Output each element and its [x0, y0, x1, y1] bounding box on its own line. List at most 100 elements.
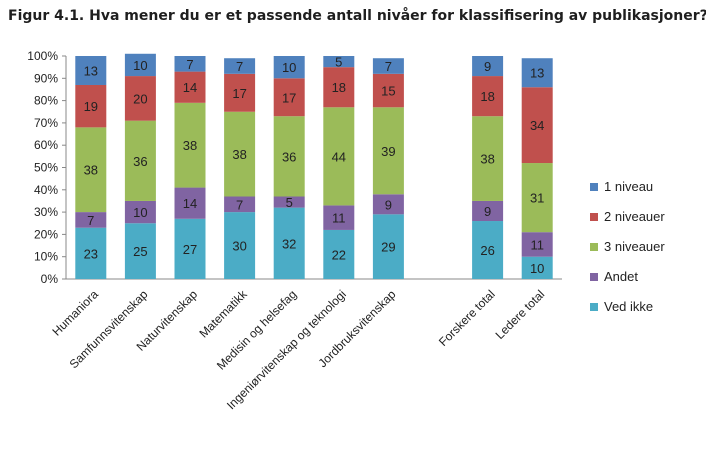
bar-segment [472, 56, 504, 77]
bar-segment [323, 205, 355, 230]
bar-segment [521, 232, 553, 257]
bar-segment [472, 200, 504, 222]
data-label: 34 [530, 118, 544, 133]
bar-segment [273, 78, 305, 117]
bar-segment [124, 120, 156, 201]
data-label: 36 [133, 154, 147, 169]
bar-segment [521, 58, 553, 88]
data-label: 5 [335, 55, 342, 70]
bar-segment [224, 212, 256, 279]
data-label: 26 [480, 243, 494, 258]
data-label: 29 [381, 240, 395, 255]
data-label: 17 [232, 86, 246, 101]
bar-segment [224, 73, 256, 112]
data-label: 22 [332, 247, 346, 262]
x-tick-label: Ledere total [493, 287, 548, 342]
data-label: 32 [282, 236, 296, 251]
bar-segment [372, 107, 404, 195]
bar-segment [372, 214, 404, 279]
y-tick-label: 100% [27, 49, 58, 63]
legend-label: 2 niveauer [604, 209, 665, 224]
y-tick-label: 0% [41, 272, 59, 286]
y-tick-label: 20% [34, 227, 58, 241]
data-label: 9 [484, 204, 491, 219]
bar-segment [174, 56, 206, 72]
legend-swatch [590, 243, 598, 251]
data-label: 13 [84, 63, 98, 78]
bar-segment [273, 56, 305, 79]
data-label: 38 [232, 147, 246, 162]
bar-segment [75, 127, 107, 213]
bar-segment [521, 87, 553, 164]
data-label: 13 [530, 66, 544, 81]
data-label: 10 [530, 261, 544, 276]
data-label: 7 [385, 59, 392, 74]
bar-segment [372, 194, 404, 215]
legend-label: 3 niveauer [604, 239, 665, 254]
legend-swatch [590, 303, 598, 311]
bar-segment [472, 76, 504, 117]
data-label: 7 [186, 57, 193, 72]
y-tick-label: 10% [34, 250, 58, 264]
bar-segment [124, 76, 156, 121]
bar-segment [124, 53, 156, 77]
data-label: 23 [84, 246, 98, 261]
bar-segment [273, 196, 305, 208]
data-label: 10 [133, 205, 147, 220]
bar-segment [174, 218, 206, 279]
x-tick-label: Matematikk [196, 287, 250, 341]
y-tick-label: 50% [34, 161, 58, 175]
bar-segment [124, 200, 156, 224]
y-tick-label: 60% [34, 138, 58, 152]
bar-segment [323, 107, 355, 206]
bar-segment [273, 116, 305, 197]
x-tick-label: Humaniora [50, 287, 102, 339]
legend-label: Andet [604, 269, 638, 284]
legend: 1 niveau 2 niveauer 3 niveauer Andet Ved ikk… [590, 179, 665, 314]
legend-swatch [590, 183, 598, 191]
data-label: 9 [385, 197, 392, 212]
bar-segment [372, 73, 404, 108]
y-tick-label: 70% [34, 116, 58, 130]
bar-segment [124, 223, 156, 279]
data-label: 7 [236, 197, 243, 212]
x-tick-label: Forskere total [436, 287, 498, 349]
bar-segment [224, 58, 256, 74]
data-label: 11 [530, 237, 544, 252]
legend-label: Ved ikke [604, 299, 653, 314]
data-label: 30 [232, 239, 246, 254]
bar-segment [472, 221, 504, 279]
bar-segment [224, 196, 256, 213]
bar-segment [521, 163, 553, 233]
data-label: 25 [133, 244, 147, 259]
data-label: 10 [282, 60, 296, 75]
data-label: 17 [282, 90, 296, 105]
chart-title: Figur 4.1. Hva mener du er et passende a… [8, 8, 706, 24]
data-label: 19 [84, 99, 98, 114]
y-tick-label: 80% [34, 94, 58, 108]
data-label: 38 [183, 138, 197, 153]
bar-segment [323, 56, 355, 68]
y-axis: 0% 10% 20% 30% 40% 50% 60% 70% 80% 90% 100% [27, 49, 562, 286]
bar-segment [174, 102, 206, 188]
data-label: 10 [133, 58, 147, 73]
bar-segment [174, 187, 206, 219]
data-label: 38 [84, 163, 98, 178]
bar-segment [75, 56, 107, 85]
bar-segment [323, 67, 355, 108]
bar-segment [174, 71, 206, 103]
legend-swatch [590, 273, 598, 281]
data-label: 44 [332, 149, 346, 164]
data-label: 18 [332, 80, 346, 95]
data-label: 9 [484, 59, 491, 74]
data-label: 14 [183, 80, 197, 95]
bar-segment [273, 207, 305, 279]
bar-segment [323, 229, 355, 279]
y-tick-label: 90% [34, 71, 58, 85]
y-tick-label: 40% [34, 183, 58, 197]
data-label: 15 [381, 84, 395, 99]
legend-swatch [590, 213, 598, 221]
bar-segment [472, 116, 504, 201]
data-label: 5 [286, 195, 293, 210]
